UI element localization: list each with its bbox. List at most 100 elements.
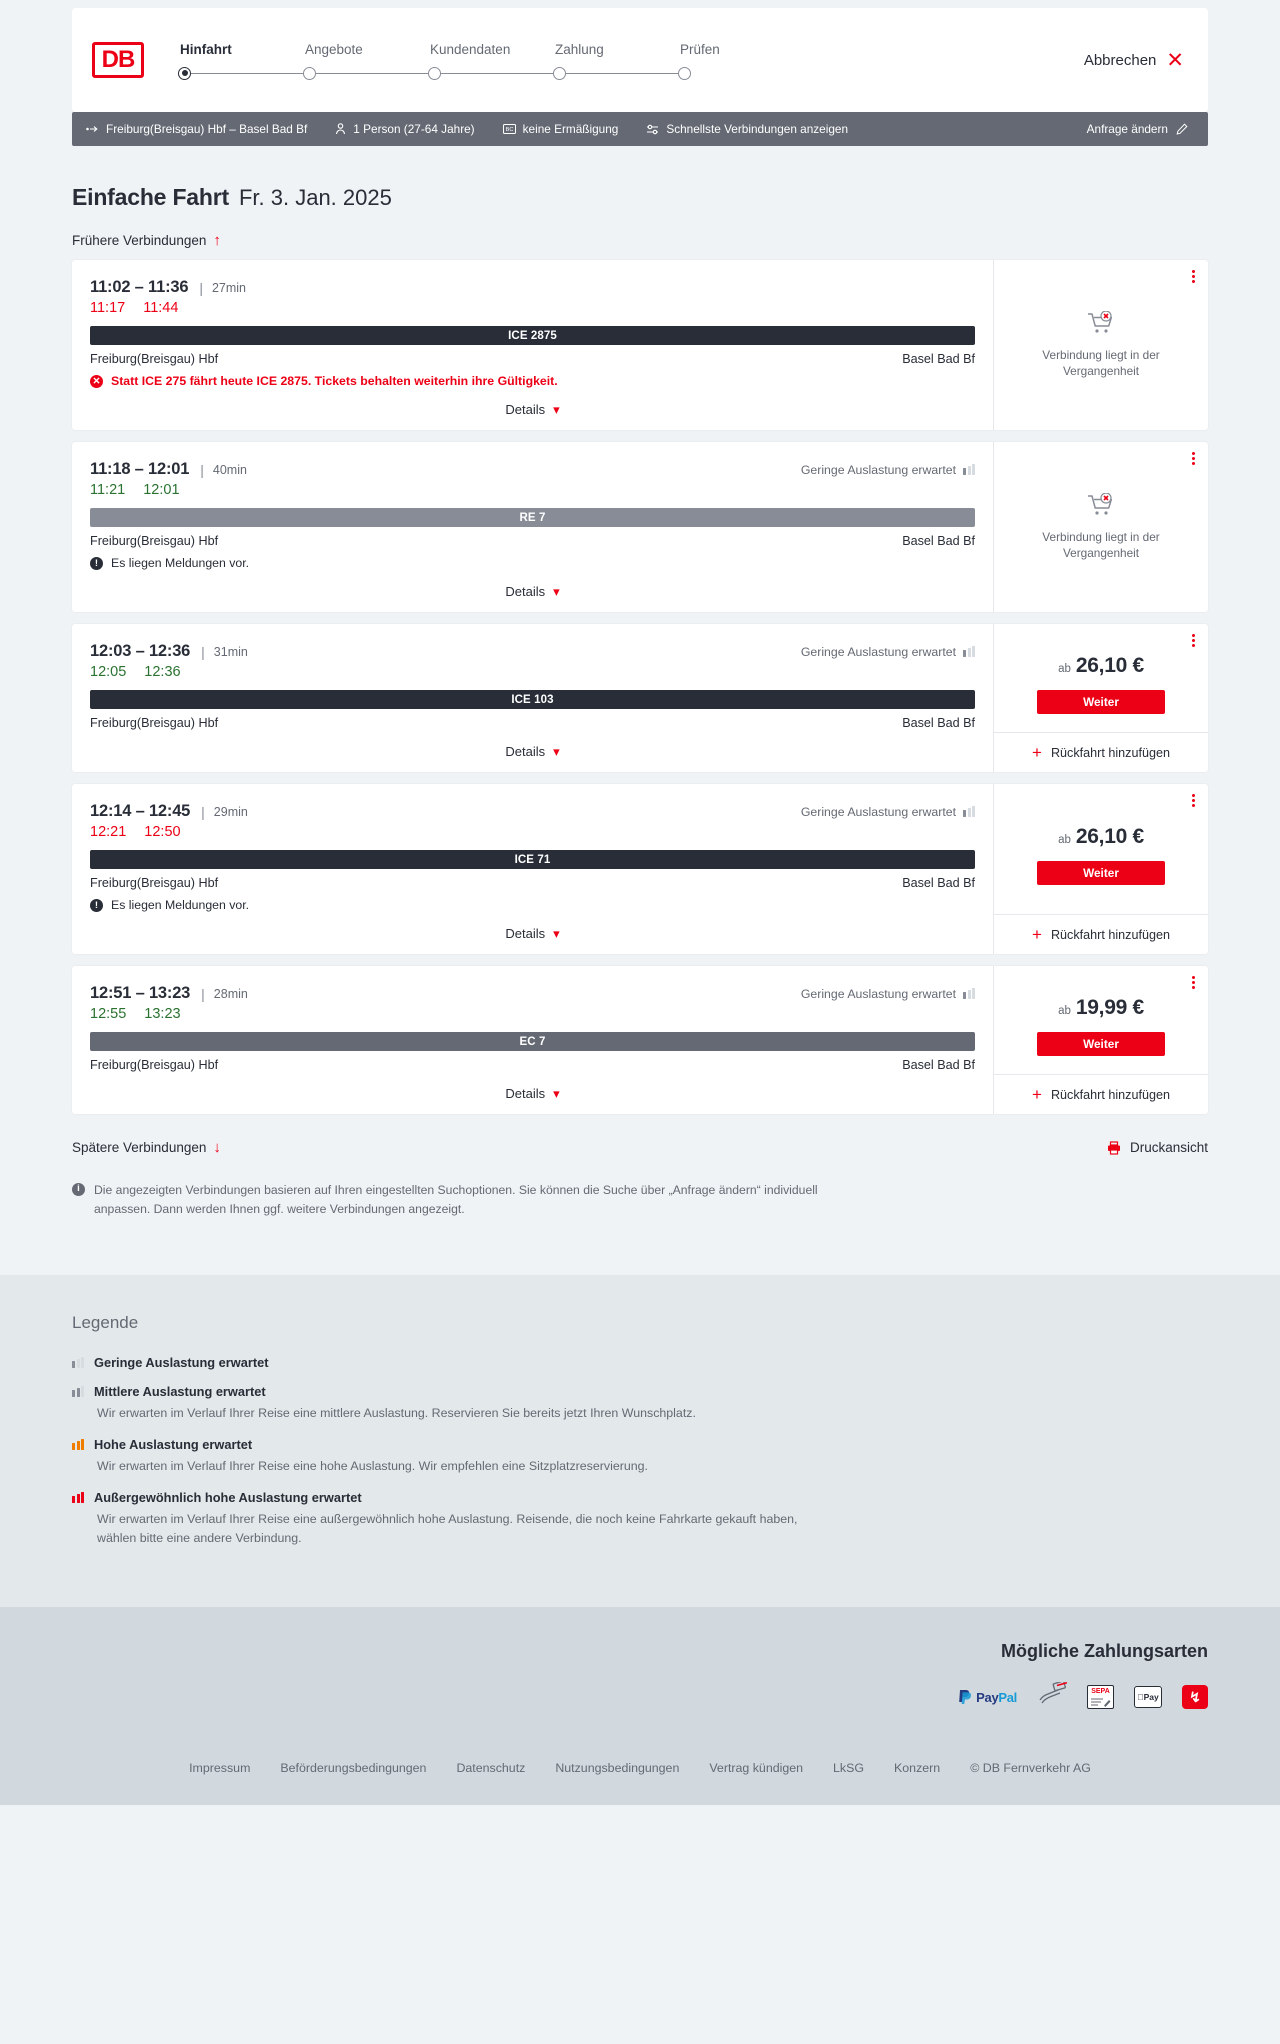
more-options-icon[interactable] <box>1192 270 1195 283</box>
train-label[interactable]: RE 7 <box>90 508 975 527</box>
add-return-trip-button[interactable]: + Rückfahrt hinzufügen <box>994 914 1208 954</box>
info-icon: i <box>72 1183 85 1196</box>
connection-action-panel: Verbindung liegt in der Vergangenheit <box>993 260 1208 430</box>
details-label: Details <box>505 1086 546 1101</box>
more-options-icon[interactable] <box>1192 452 1195 465</box>
step-kundendaten[interactable]: Kundendaten <box>428 42 553 83</box>
scheduled-times: 12:51 – 13:23 <box>90 984 191 1002</box>
step-hinfahrt[interactable]: Hinfahrt <box>178 42 303 83</box>
station-from: Freiburg(Breisgau) Hbf <box>90 876 219 890</box>
footer-link[interactable]: Vertrag kündigen <box>709 1760 804 1775</box>
chevron-down-icon: ▾ <box>553 1086 560 1101</box>
train-label[interactable]: ICE 2875 <box>90 326 975 345</box>
details-toggle[interactable]: Details ▾ <box>90 730 975 772</box>
actual-arrival: 11:44 <box>143 300 179 316</box>
step-zahlung[interactable]: Zahlung <box>553 42 678 83</box>
connection-message: ! Es liegen Meldungen vor. <box>90 556 975 570</box>
continue-button[interactable]: Weiter <box>1037 690 1165 714</box>
step-label: Kundendaten <box>430 41 511 57</box>
bahncard-icon: BC <box>502 124 516 134</box>
continue-button[interactable]: Weiter <box>1037 1032 1165 1056</box>
duration: 31min <box>213 644 248 659</box>
more-options-icon[interactable] <box>1192 976 1195 989</box>
connection-action-panel: ab 26,10 € Weiter + Rückfahrt hinzufügen <box>993 784 1208 954</box>
footer-link[interactable]: © DB Fernverkehr AG <box>970 1760 1091 1775</box>
summary-discount[interactable]: BC keine Ermäßigung <box>489 122 633 136</box>
more-options-icon[interactable] <box>1192 634 1195 647</box>
train-label[interactable]: ICE 103 <box>90 690 975 709</box>
summary-sort-label: Schnellste Verbindungen anzeigen <box>666 122 849 136</box>
price-value: 19,99 € <box>1075 996 1144 1019</box>
print-view-button[interactable]: Druckansicht <box>1107 1140 1208 1155</box>
actual-arrival: 12:36 <box>144 664 181 680</box>
error-icon: ✕ <box>90 374 103 388</box>
footer-link[interactable]: Konzern <box>894 1760 941 1775</box>
connection-message-text: Es liegen Meldungen vor. <box>111 556 250 570</box>
connection-message: ! Es liegen Meldungen vor. <box>90 898 975 912</box>
occupancy-bars-icon <box>963 806 975 817</box>
earlier-connections-button[interactable]: Frühere Verbindungen ↑ <box>72 233 221 248</box>
db-logo: DB <box>92 42 144 78</box>
actual-arrival: 13:23 <box>144 1006 181 1022</box>
footer-link[interactable]: Beförderungsbedingungen <box>280 1760 427 1775</box>
step-angebote[interactable]: Angebote <box>303 42 428 83</box>
search-note: i Die angezeigten Verbindungen basieren … <box>72 1181 832 1219</box>
legend-item: Geringe Auslastung erwartet <box>72 1355 1208 1370</box>
step-prüfen[interactable]: Prüfen <box>678 42 803 83</box>
chevron-down-icon: ▾ <box>553 402 560 417</box>
summary-route[interactable]: Freiburg(Breisgau) Hbf – Basel Bad Bf <box>86 122 321 136</box>
db-payment-icon: ↯ <box>1182 1685 1208 1710</box>
details-toggle[interactable]: Details ▾ <box>90 388 975 430</box>
connection-action-panel: Verbindung liegt in der Vergangenheit <box>993 442 1208 612</box>
booking-header: DB Hinfahrt Angebote Kundendaten Zahlung Prü… <box>72 8 1208 112</box>
summary-passengers-label: 1 Person (27-64 Jahre) <box>353 122 475 136</box>
checkout-stepper: Hinfahrt Angebote Kundendaten Zahlung Prüfen <box>178 38 803 83</box>
close-icon: ✕ <box>1166 48 1184 72</box>
duration: 28min <box>213 986 248 1001</box>
legend-item-desc: Wir erwarten im Verlauf Ihrer Reise eine… <box>97 1405 696 1420</box>
summary-discount-label: keine Ermäßigung <box>522 122 619 136</box>
details-toggle[interactable]: Details ▾ <box>90 570 975 612</box>
scheduled-times: 12:03 – 12:36 <box>90 642 191 660</box>
cancel-button[interactable]: Abbrechen ✕ <box>1084 50 1184 71</box>
summary-passengers[interactable]: 1 Person (27-64 Jahre) <box>321 122 488 136</box>
actual-times: 11:17 11:44 <box>90 300 975 316</box>
details-toggle[interactable]: Details ▾ <box>90 1072 975 1114</box>
add-return-trip-label: Rückfahrt hinzufügen <box>1050 927 1170 942</box>
footer-link[interactable]: Nutzungsbedingungen <box>555 1760 680 1775</box>
legend-item-name: Außergewöhnlich hohe Auslastung erwartet <box>94 1490 362 1506</box>
page-footer: Impressum Beförderungsbedingungen Datensch… <box>0 1738 1280 1805</box>
more-options-icon[interactable] <box>1192 794 1195 807</box>
step-label: Zahlung <box>555 41 604 57</box>
add-return-trip-button[interactable]: + Rückfahrt hinzufügen <box>994 732 1208 772</box>
details-toggle[interactable]: Details ▾ <box>90 912 975 954</box>
footer-link[interactable]: Impressum <box>189 1760 251 1775</box>
connection-card: 12:51 – 13:23 | 28min Geringe Auslastung er… <box>72 966 1208 1114</box>
train-label[interactable]: ICE 71 <box>90 850 975 869</box>
plus-icon: + <box>1032 743 1042 762</box>
add-return-trip-button[interactable]: + Rückfahrt hinzufügen <box>994 1074 1208 1114</box>
creditcard-hand-icon <box>1037 1680 1068 1713</box>
payment-icons: PayPal SEPA Pay ↯ <box>958 1680 1208 1713</box>
price-value: 26,10 € <box>1075 825 1144 848</box>
train-label[interactable]: EC 7 <box>90 1032 975 1051</box>
stations: Freiburg(Breisgau) Hbf Basel Bad Bf <box>90 876 975 890</box>
occupancy-bars-icon <box>963 464 975 475</box>
summary-sort[interactable]: Schnellste Verbindungen anzeigen <box>632 122 862 136</box>
page-top: DB Hinfahrt Angebote Kundendaten Zahlung Prü… <box>0 0 1280 112</box>
continue-button[interactable]: Weiter <box>1037 861 1165 885</box>
actual-departure: 12:21 <box>90 824 127 840</box>
time-separator: | <box>201 985 205 1002</box>
footer-link[interactable]: LkSG <box>833 1760 865 1775</box>
footer-link[interactable]: Datenschutz <box>456 1760 526 1775</box>
step-label: Prüfen <box>680 41 720 57</box>
change-request-button[interactable]: Anfrage ändern <box>1087 122 1192 136</box>
route-arrow-icon <box>86 125 99 133</box>
later-connections-button[interactable]: Spätere Verbindungen ↓ <box>72 1140 221 1155</box>
connection-info: 12:51 – 13:23 | 28min Geringe Auslastung er… <box>72 966 993 1114</box>
price-area: ab 19,99 € Weiter <box>994 966 1208 1074</box>
print-view-label: Druckansicht <box>1129 1140 1208 1155</box>
add-return-trip-label: Rückfahrt hinzufügen <box>1050 1087 1170 1102</box>
occupancy-bars-icon <box>72 1385 84 1397</box>
payment-section: Mögliche Zahlungsarten PayPal SEPA Pay … <box>0 1606 1280 1739</box>
